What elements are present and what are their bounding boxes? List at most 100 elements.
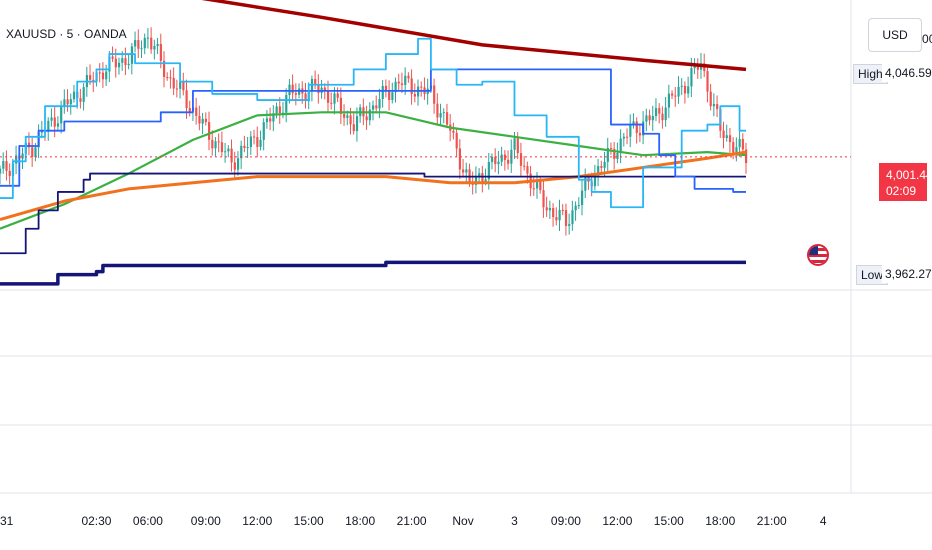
candle-body — [539, 180, 542, 191]
candle-body — [619, 138, 622, 154]
candle-body — [262, 122, 265, 140]
candle-body — [709, 91, 712, 107]
candle-body — [593, 175, 597, 187]
series-line-dark_red — [201, 0, 747, 72]
candle-body — [513, 138, 516, 150]
candle-body — [722, 130, 725, 139]
candle-body — [272, 113, 275, 122]
time-tick-label: 31 — [0, 514, 14, 528]
candle-body — [314, 79, 317, 85]
candle-body — [728, 135, 732, 143]
last-price-value: 4,001.440 — [886, 168, 932, 182]
candle-body — [394, 81, 397, 93]
candle-body — [484, 179, 487, 182]
candle-body — [609, 147, 613, 149]
time-axis-ticks: 31 02:30 06:00 09:00 12:00 15:00 18:00 21:00 Nov… — [0, 514, 827, 528]
candle-body — [725, 135, 728, 139]
candle-body — [645, 115, 648, 122]
candle-body — [683, 85, 687, 94]
candle-body — [664, 107, 667, 121]
candle-body — [490, 156, 494, 162]
candle-body — [388, 90, 391, 100]
candle-body — [346, 115, 349, 118]
candle-body — [224, 151, 227, 153]
candle-body — [330, 102, 333, 104]
candle-body — [0, 168, 2, 174]
candle-body — [323, 87, 326, 91]
candle-body — [169, 77, 172, 79]
currency-button[interactable]: USD — [868, 18, 922, 52]
symbol-title[interactable]: XAUUSD · 5 · OANDA — [6, 27, 127, 41]
candle-body — [130, 46, 134, 64]
candle-body — [175, 88, 179, 90]
us-flag-icon[interactable] — [807, 244, 829, 266]
candle-body — [137, 40, 140, 49]
candle-body — [172, 78, 175, 89]
candle-body — [462, 169, 465, 173]
candle-body — [265, 118, 269, 123]
candle-body — [53, 117, 56, 127]
candle-body — [63, 99, 66, 106]
candle-body — [465, 169, 468, 173]
time-tick-label: 3 — [511, 514, 518, 528]
candle-body — [375, 105, 378, 109]
candle-body — [651, 116, 654, 121]
candle-body — [127, 63, 130, 66]
candle-body — [494, 156, 497, 165]
candle-body — [21, 153, 24, 159]
candle-body — [436, 103, 439, 118]
time-tick-label: 06:00 — [133, 514, 163, 528]
candle-body — [648, 115, 651, 121]
candle-body — [217, 141, 220, 143]
candle-body — [182, 81, 185, 91]
candle-body — [407, 75, 410, 79]
low-value: 3,962.275 — [882, 265, 932, 283]
candle-body — [616, 153, 619, 159]
candle-body — [8, 170, 11, 176]
candle-body — [564, 210, 568, 226]
candle-body — [577, 205, 580, 207]
candle-body — [568, 224, 571, 226]
candle-body — [304, 93, 307, 102]
candle-body — [259, 139, 262, 147]
candle-body — [378, 99, 381, 109]
candle-body — [558, 209, 561, 221]
candle-body — [34, 147, 37, 157]
candle-body — [555, 217, 558, 221]
candle-body — [111, 56, 114, 59]
candle-body — [82, 87, 85, 102]
last-price-badge: 4,001.440 02:09 — [879, 163, 932, 201]
candle-body — [233, 162, 236, 170]
time-tick-label: 21:00 — [757, 514, 787, 528]
candle-body — [66, 99, 69, 105]
candle-body — [143, 37, 146, 49]
candle-body — [400, 83, 404, 85]
candle-body — [384, 85, 388, 91]
candle-body — [117, 62, 121, 68]
candle-body — [134, 40, 137, 47]
candle-body — [198, 115, 201, 124]
candle-body — [397, 81, 400, 84]
candle-body — [468, 169, 471, 182]
candle-body — [31, 147, 34, 157]
candle-body — [445, 112, 449, 125]
candle-body — [56, 123, 60, 127]
candle-body — [632, 121, 635, 126]
candle-body — [349, 115, 352, 125]
candle-body — [478, 173, 481, 177]
candle-body — [121, 58, 124, 63]
candle-body — [291, 84, 294, 94]
candle-body — [256, 137, 259, 147]
candle-body — [661, 113, 664, 121]
candle-body — [368, 109, 371, 121]
candle-body — [214, 141, 217, 149]
candle-body — [680, 85, 683, 87]
candle-body — [677, 86, 680, 97]
candle-body — [413, 94, 417, 97]
candle-body — [240, 145, 243, 159]
time-tick-label: 12:00 — [602, 514, 632, 528]
candle-body — [343, 113, 346, 118]
candle-body — [339, 97, 343, 114]
high-value: 4,046.595 — [882, 64, 932, 82]
